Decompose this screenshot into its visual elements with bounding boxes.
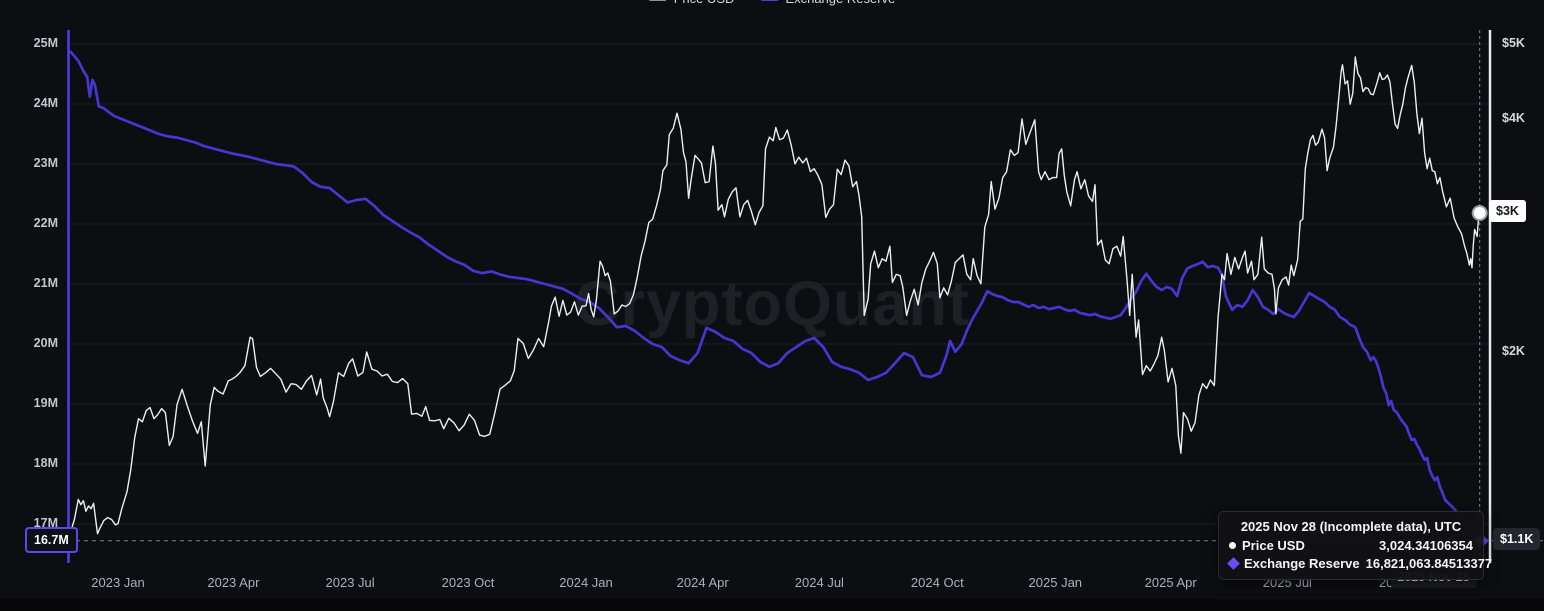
tooltip-reserve-value: 16,821,063.84513377 bbox=[1365, 556, 1493, 571]
cryptoquant-watermark: CryptoQuant bbox=[574, 269, 970, 339]
chart-legend: Price USD Exchange Reserve bbox=[648, 0, 895, 6]
tooltip-title: 2025 Nov 28 (Incomplete data), UTC bbox=[1240, 519, 1462, 534]
exchange-reserve-line-swatch-icon bbox=[760, 0, 779, 1]
crosshair-reserve-value-badge: 16.7M bbox=[25, 526, 78, 553]
legend-item-exchange-reserve[interactable]: Exchange Reserve bbox=[760, 0, 895, 6]
price-usd-line-swatch-icon bbox=[648, 0, 667, 1]
price-dot-icon bbox=[1229, 542, 1236, 549]
tooltip-reserve-label: Exchange Reserve bbox=[1244, 556, 1360, 571]
bottom-strip bbox=[0, 599, 1544, 611]
tooltip-row-price: Price USD 3,024.34106354 bbox=[1229, 538, 1473, 553]
series-lines bbox=[69, 50, 1482, 544]
last-value-markers bbox=[1470, 204, 1489, 550]
crosshair bbox=[68, 30, 1543, 565]
legend-label-price-usd: Price USD bbox=[674, 0, 735, 6]
legend-item-price-usd[interactable]: Price USD bbox=[648, 0, 735, 6]
chart-tooltip: 2025 Nov 28 (Incomplete data), UTC Price… bbox=[1218, 511, 1492, 580]
last-price-badge: $3K bbox=[1489, 199, 1526, 222]
axis-lines bbox=[67, 30, 1492, 563]
tooltip-price-value: 3,024.34106354 bbox=[1379, 538, 1473, 553]
gridlines bbox=[68, 43, 1490, 525]
reserve-diamond-icon bbox=[1227, 557, 1240, 570]
tooltip-row-reserve: Exchange Reserve 16,821,063.84513377 bbox=[1227, 556, 1492, 571]
tooltip-price-label: Price USD bbox=[1242, 538, 1305, 553]
crosshair-price-value-badge: $1.1K bbox=[1493, 527, 1541, 550]
legend-label-exchange-reserve: Exchange Reserve bbox=[785, 0, 895, 6]
